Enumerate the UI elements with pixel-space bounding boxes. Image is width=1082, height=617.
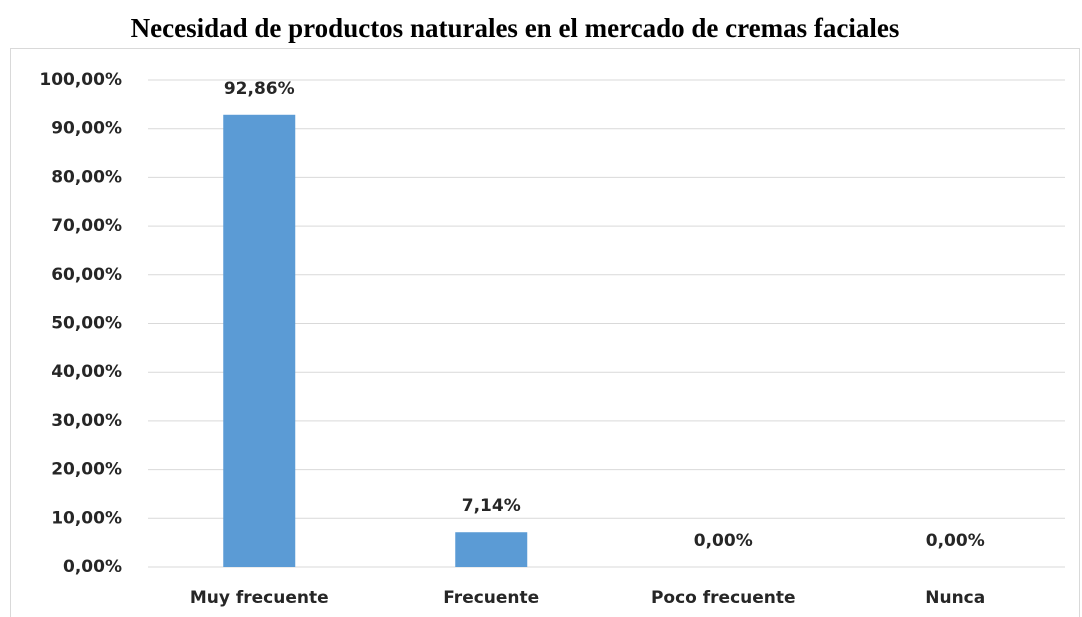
y-tick-label: 0,00% [63,557,122,577]
y-tick-label: 90,00% [51,119,122,139]
x-tick-label: Muy frecuente [190,588,329,608]
x-tick-label: Frecuente [443,588,539,608]
y-tick-label: 50,00% [51,314,122,334]
x-tick-label: Nunca [925,588,985,608]
data-label: 92,86% [224,79,295,99]
y-tick-label: 100,00% [39,70,122,90]
y-tick-label: 30,00% [51,411,122,431]
data-label: 0,00% [926,531,985,551]
y-tick-label: 10,00% [51,508,122,528]
y-tick-label: 40,00% [51,362,122,382]
x-tick-label: Poco frecuente [651,588,796,608]
chart-title: Necesidad de productos naturales en el m… [131,13,900,43]
bar [455,532,528,567]
data-label: 0,00% [694,531,753,551]
y-tick-label: 70,00% [51,216,122,236]
y-tick-label: 20,00% [51,460,122,480]
y-tick-label: 80,00% [51,167,122,187]
data-label: 7,14% [462,496,521,516]
chart-frame [10,48,1080,617]
bar [223,114,296,568]
y-tick-label: 60,00% [51,265,122,285]
